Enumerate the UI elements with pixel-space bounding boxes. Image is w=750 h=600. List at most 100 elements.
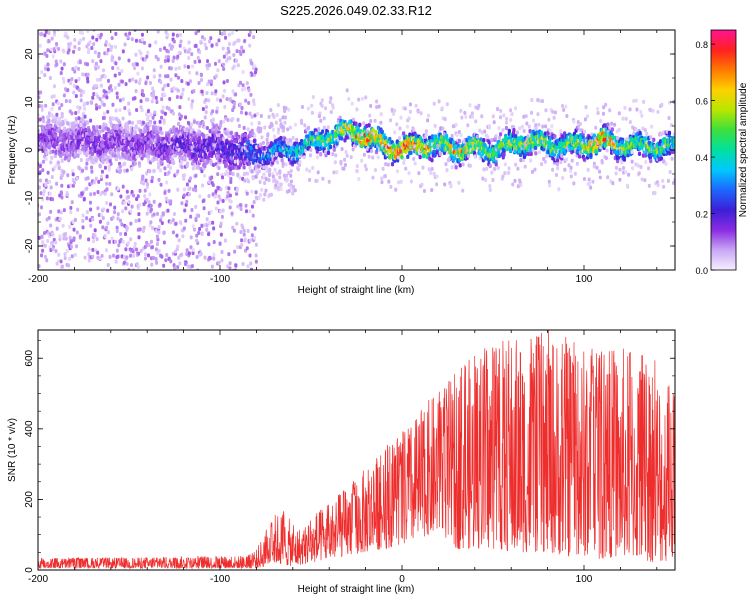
spectrogram-noise-cell [41, 192, 45, 197]
spectrogram-noise-cell [41, 115, 45, 120]
spectrogram-noise-cell [165, 180, 169, 185]
spectrogram-noise-cell [72, 84, 76, 89]
spectrogram-noise-cell [60, 17, 63, 21]
spectrogram-noise-cell [225, 97, 229, 102]
spectrogram-cell [70, 135, 74, 141]
spectrogram-noise-cell [82, 20, 85, 24]
spectrogram-cell [358, 122, 362, 127]
spectrogram-noise-cell [212, 252, 216, 257]
spectrogram-cell [85, 120, 89, 125]
spectrogram-noise-cell [209, 36, 213, 41]
spectrogram-noise-cell [91, 35, 95, 40]
spectrogram-cell [378, 133, 382, 139]
spectrogram-noise-cell [265, 137, 269, 142]
spectrogram-noise-cell [185, 18, 188, 22]
spectrogram-noise-cell [363, 163, 367, 168]
spectrogram-noise-cell [131, 120, 135, 125]
spectrogram-noise-cell [427, 113, 431, 118]
spectrogram-noise-cell [279, 182, 283, 187]
spectrogram-noise-cell [106, 262, 110, 267]
spectrogram-noise-cell [393, 130, 397, 135]
spectrogram-noise-cell [120, 68, 124, 73]
spectrogram-noise-cell [438, 151, 442, 156]
spectrogram-noise-cell [171, 111, 175, 116]
spectrogram-noise-cell [55, 112, 59, 117]
spectrogram-noise-cell [393, 108, 397, 113]
spectrogram-noise-cell [355, 164, 359, 169]
spectrogram-noise-cell [234, 263, 238, 268]
spectrogram-noise-cell [288, 125, 292, 130]
spectrogram-noise-cell [162, 118, 166, 123]
spectrogram-noise-cell [169, 220, 173, 225]
spectrogram-noise-cell [320, 98, 324, 103]
spectrogram-noise-cell [371, 155, 375, 160]
spectrogram-noise-cell [342, 166, 346, 171]
spectrogram-noise-cell [222, 88, 226, 93]
spectrogram-noise-cell [484, 178, 488, 183]
spectrogram-noise-cell [132, 193, 136, 198]
spectrogram-noise-cell [154, 95, 158, 100]
spectrogram-noise-cell [248, 209, 252, 214]
spectrogram-noise-cell [69, 240, 73, 245]
spectrogram-noise-cell [83, 13, 86, 17]
spectrogram-noise-cell [250, 204, 254, 209]
spectrogram-noise-cell [80, 22, 83, 26]
spectrogram-noise-cell [123, 200, 127, 205]
spectrogram-noise-cell [254, 67, 258, 72]
spectrogram-noise-cell [332, 170, 336, 175]
spectrogram-noise-cell [435, 182, 439, 187]
spectrogram-cell [116, 151, 120, 156]
spectrogram-noise-cell [183, 64, 187, 69]
spectrogram-noise-cell [38, 95, 41, 100]
spectrogram-noise-cell [98, 256, 102, 261]
spectrogram-noise-cell [96, 250, 100, 255]
spectrogram-noise-cell [174, 23, 177, 27]
spectrogram-noise-cell [433, 123, 437, 128]
spectrogram-noise-cell [176, 54, 180, 59]
spectrogram-cell [279, 135, 283, 141]
spectrogram-noise-cell [166, 55, 170, 60]
spectrogram-cell [60, 158, 64, 163]
spectrogram-noise-cell [75, 244, 79, 249]
spectrogram-noise-cell [207, 242, 211, 247]
spectrogram-noise-cell [227, 252, 231, 257]
spectrogram-noise-cell [182, 156, 186, 161]
spectrogram-noise-cell [69, 183, 73, 188]
spectrogram-noise-cell [155, 211, 159, 216]
spectrogram-noise-cell [136, 194, 140, 199]
spectrogram-noise-cell [454, 122, 458, 127]
spectrogram-noise-cell [197, 30, 201, 33]
spectrogram-noise-cell [125, 22, 128, 26]
spectrogram-noise-cell [115, 248, 119, 253]
spectrogram-noise-cell [283, 115, 287, 120]
spectrogram-noise-cell [54, 150, 58, 155]
spectrogram-noise-cell [74, 65, 78, 70]
spectrogram-noise-cell [190, 207, 194, 212]
spectrogram-cell [53, 153, 57, 159]
spectrogram-noise-cell [41, 16, 44, 20]
spectrogram-noise-cell [168, 200, 172, 205]
spectrogram-noise-cell [71, 183, 75, 188]
spectrogram-noise-cell [343, 157, 347, 162]
spectrogram-noise-cell [185, 248, 189, 253]
spectrogram-noise-cell [156, 30, 160, 34]
spectrogram-noise-cell [149, 203, 153, 208]
spectrogram-cell [326, 150, 331, 155]
spectrogram-noise-cell [140, 89, 144, 94]
spectrogram-noise-cell [159, 126, 163, 131]
spectrogram-noise-cell [142, 225, 146, 230]
spectrogram-noise-cell [64, 99, 68, 104]
spectrogram-noise-cell [118, 164, 122, 169]
spectrogram-noise-cell [114, 108, 118, 113]
spectrogram-noise-cell [344, 149, 348, 154]
spectrogram-noise-cell [91, 254, 95, 259]
spectrogram-noise-cell [221, 199, 225, 204]
spectrogram-noise-cell [64, 236, 68, 241]
spectrogram-noise-cell [211, 109, 215, 114]
spectrogram-noise-cell [136, 71, 140, 76]
spectrogram-noise-cell [205, 125, 209, 130]
spectrogram-noise-cell [194, 173, 198, 178]
spectrogram-noise-cell [146, 109, 150, 114]
spectrogram-noise-cell [130, 204, 134, 209]
spectrogram-noise-cell [44, 18, 47, 22]
